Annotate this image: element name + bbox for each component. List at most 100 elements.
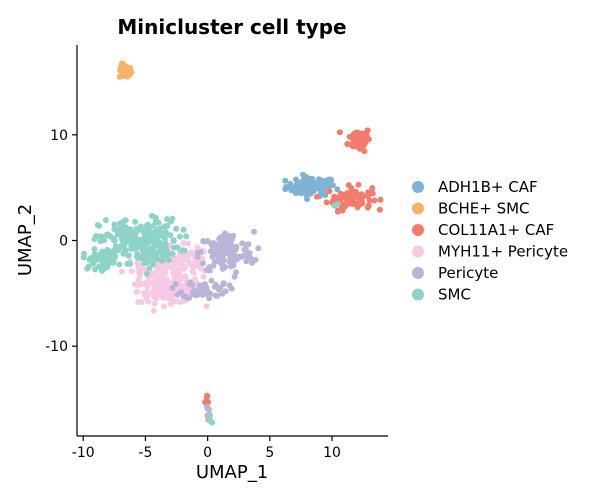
legend-item: SMC	[412, 286, 471, 304]
data-point	[144, 271, 150, 277]
data-point	[210, 242, 217, 249]
data-point	[183, 233, 190, 240]
data-point	[212, 258, 218, 265]
data-point	[120, 69, 126, 76]
data-point	[180, 240, 187, 247]
data-point	[141, 250, 148, 257]
data-point	[202, 290, 209, 297]
data-point	[86, 256, 93, 263]
data-point	[175, 299, 182, 305]
data-point	[165, 293, 172, 300]
data-point	[201, 284, 208, 290]
data-point	[119, 221, 126, 228]
data-point	[188, 249, 195, 256]
data-point	[317, 189, 324, 196]
data-point	[233, 269, 240, 276]
data-point	[229, 236, 235, 243]
x-tick-label: 5	[265, 445, 274, 461]
data-point	[252, 256, 259, 263]
data-point	[91, 246, 98, 253]
data-point	[143, 222, 150, 229]
data-point	[349, 201, 356, 207]
data-point	[124, 260, 131, 267]
data-point	[163, 276, 170, 283]
data-point	[215, 252, 222, 259]
y-tick-label: -10	[45, 339, 68, 355]
data-point	[314, 193, 320, 200]
data-point	[100, 266, 107, 273]
data-point	[357, 130, 364, 137]
data-point	[201, 238, 208, 245]
data-point	[122, 217, 129, 224]
data-point	[222, 288, 229, 295]
data-point	[148, 231, 155, 238]
data-point	[206, 413, 213, 420]
data-point	[152, 288, 159, 295]
data-point	[365, 136, 372, 143]
data-point	[216, 258, 223, 265]
legend-label: MYH11+ Pericyte	[438, 243, 568, 261]
data-point	[146, 265, 153, 272]
data-point	[138, 299, 145, 305]
legend-swatch	[412, 224, 424, 236]
data-point	[164, 263, 171, 270]
x-tick-label: -10	[72, 445, 95, 461]
data-point	[101, 237, 107, 244]
data-point	[306, 180, 313, 187]
data-point	[127, 229, 134, 236]
data-point	[176, 233, 183, 240]
data-point	[169, 251, 176, 257]
data-point	[215, 242, 222, 248]
data-point	[116, 261, 123, 268]
y-tick-label: 0	[59, 234, 68, 250]
data-point	[226, 251, 233, 258]
data-point	[126, 69, 133, 76]
data-point	[339, 194, 346, 201]
data-point	[356, 202, 362, 209]
data-point	[151, 300, 158, 307]
data-point	[111, 248, 117, 255]
y-ticks: -10 0 10	[45, 128, 77, 355]
data-point	[100, 259, 107, 265]
data-point	[326, 179, 333, 186]
data-point	[361, 148, 368, 155]
data-point	[91, 236, 98, 243]
data-point	[154, 282, 161, 289]
data-point	[119, 268, 125, 275]
data-point	[120, 236, 127, 243]
data-point	[189, 282, 196, 289]
data-point	[102, 217, 109, 224]
data-point	[318, 177, 325, 184]
data-point	[143, 233, 150, 240]
data-point	[197, 265, 204, 272]
data-point	[180, 263, 187, 270]
data-point	[130, 237, 137, 244]
data-point	[311, 180, 318, 186]
data-point	[206, 406, 213, 413]
data-point	[206, 295, 213, 302]
data-point	[348, 185, 355, 192]
data-point	[141, 291, 148, 298]
data-point	[364, 127, 371, 134]
data-point	[161, 223, 168, 230]
data-point	[212, 281, 219, 288]
legend-swatch	[412, 288, 424, 301]
series-pericyte	[169, 228, 262, 423]
data-point	[150, 260, 156, 267]
data-point	[217, 237, 224, 244]
data-point	[358, 136, 365, 143]
data-point	[323, 199, 330, 206]
legend-swatch	[412, 181, 424, 193]
data-point	[92, 266, 99, 273]
x-axis-label: UMAP_1	[196, 462, 268, 483]
data-point	[150, 222, 157, 229]
data-point	[206, 267, 213, 274]
data-point	[169, 215, 176, 222]
legend-item: Pericyte	[412, 264, 498, 282]
data-point	[329, 197, 336, 204]
data-point	[94, 222, 101, 228]
data-point	[226, 282, 233, 289]
data-point	[154, 234, 161, 241]
data-point	[162, 239, 169, 246]
